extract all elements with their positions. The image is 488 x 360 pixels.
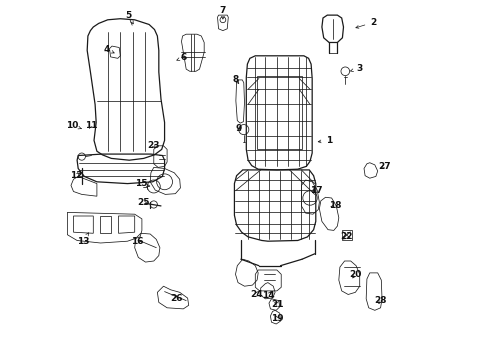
Text: 21: 21 <box>271 300 284 309</box>
Text: 1: 1 <box>318 136 331 145</box>
Text: 28: 28 <box>374 296 386 305</box>
Text: 6: 6 <box>177 53 186 62</box>
Text: 22: 22 <box>340 233 352 242</box>
Text: 11: 11 <box>85 121 97 130</box>
Text: 10: 10 <box>66 121 81 130</box>
Text: 16: 16 <box>131 238 143 247</box>
Text: 23: 23 <box>147 141 160 150</box>
Text: 19: 19 <box>270 314 283 323</box>
Text: 14: 14 <box>262 291 274 300</box>
Text: 15: 15 <box>134 179 150 188</box>
Text: 8: 8 <box>232 75 238 84</box>
Text: 18: 18 <box>328 201 341 210</box>
Text: 7: 7 <box>219 6 225 19</box>
Text: 12: 12 <box>70 171 82 180</box>
Text: 13: 13 <box>77 233 89 246</box>
Text: 4: 4 <box>103 45 114 54</box>
Text: 25: 25 <box>137 198 150 207</box>
Bar <box>341 230 351 240</box>
Text: 3: 3 <box>350 64 362 73</box>
Text: 5: 5 <box>125 11 133 24</box>
Text: 20: 20 <box>348 270 361 279</box>
Text: 2: 2 <box>355 18 376 28</box>
Text: 9: 9 <box>235 123 241 132</box>
Text: 24: 24 <box>249 289 262 299</box>
Text: 27: 27 <box>377 162 390 171</box>
Text: 26: 26 <box>169 294 182 303</box>
Text: 17: 17 <box>309 186 322 194</box>
